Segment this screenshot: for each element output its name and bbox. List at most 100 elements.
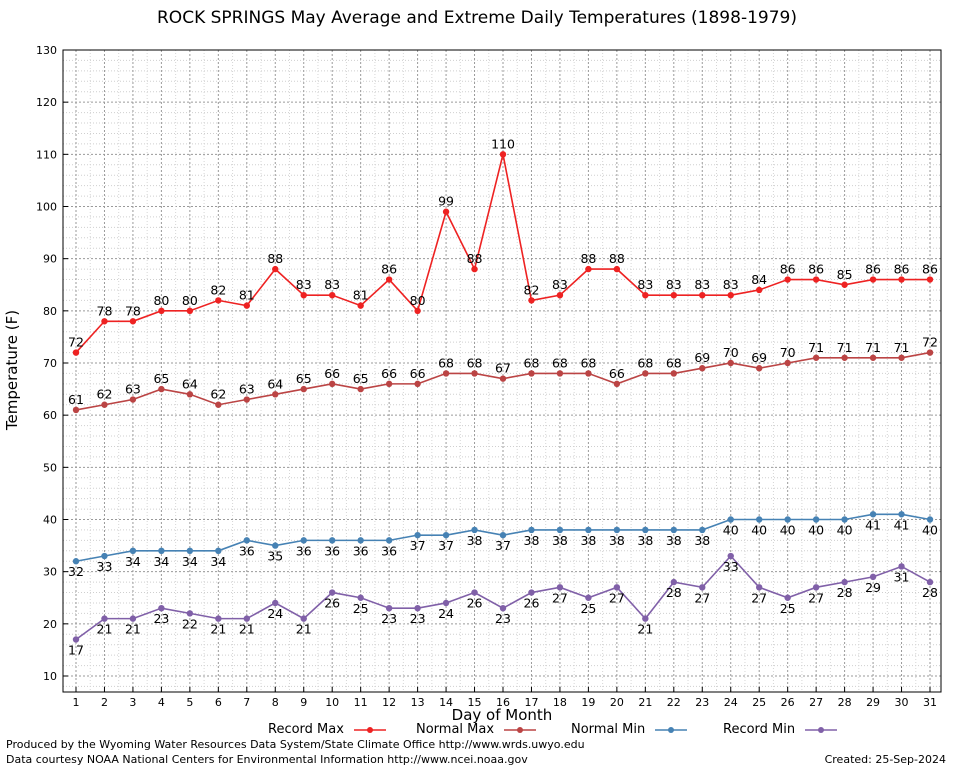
- data-label-normal-max: 68: [552, 355, 568, 370]
- data-label-record-max: 85: [837, 267, 853, 282]
- data-label-normal-min: 34: [153, 554, 169, 569]
- y-tick-label: 110: [36, 148, 57, 161]
- data-point-record-min: [357, 594, 364, 601]
- x-axis-label: Day of Month: [451, 706, 553, 724]
- data-label-record-min: 27: [751, 590, 767, 605]
- data-point-record-max: [499, 151, 507, 158]
- data-label-record-min: 21: [125, 622, 141, 637]
- data-label-normal-max: 62: [210, 387, 226, 402]
- data-point-record-min: [215, 615, 222, 622]
- data-label-record-max: 84: [751, 272, 767, 287]
- data-label-normal-min: 41: [865, 517, 881, 532]
- data-point-normal-max: [471, 370, 478, 377]
- data-label-normal-min: 32: [68, 564, 84, 579]
- data-label-normal-max: 71: [837, 340, 853, 355]
- data-label-normal-max: 67: [495, 361, 511, 376]
- data-label-normal-max: 61: [68, 392, 84, 407]
- legend-normal-max-marker: [504, 726, 537, 733]
- data-label-record-min: 21: [296, 622, 312, 637]
- data-point-record-max: [585, 265, 592, 273]
- data-label-record-min: 27: [552, 590, 568, 605]
- data-point-normal-min: [72, 558, 80, 565]
- data-point-record-min: [613, 584, 621, 591]
- data-point-record-min: [556, 584, 564, 591]
- data-label-record-max: 99: [438, 194, 454, 209]
- data-label-normal-max: 71: [865, 340, 881, 355]
- data-point-normal-min: [186, 547, 194, 554]
- data-point-normal-min: [727, 516, 734, 523]
- data-point-record-min: [329, 589, 336, 596]
- data-point-normal-min: [357, 537, 364, 544]
- data-point-normal-min: [670, 526, 677, 534]
- data-label-record-min: 24: [267, 606, 283, 621]
- data-label-normal-max: 68: [438, 355, 454, 370]
- y-tick-label: 10: [43, 670, 57, 683]
- data-label-normal-min: 40: [837, 523, 853, 538]
- data-point-record-min: [129, 615, 137, 622]
- y-tick-label: 120: [36, 96, 57, 109]
- data-point-normal-min: [613, 526, 621, 534]
- data-point-normal-min: [699, 526, 706, 534]
- data-label-normal-min: 40: [723, 523, 739, 538]
- data-label-normal-min: 37: [410, 538, 426, 553]
- data-point-normal-max: [442, 370, 450, 377]
- data-label-normal-max: 71: [808, 340, 824, 355]
- data-point-record-min: [898, 563, 905, 570]
- y-axis-label: Temperature (F): [3, 309, 21, 431]
- data-point-normal-max: [414, 380, 421, 388]
- x-tick-label: 13: [411, 696, 425, 709]
- data-label-normal-max: 66: [410, 366, 426, 381]
- data-label-normal-max: 68: [637, 355, 653, 370]
- data-point-normal-min: [898, 511, 905, 518]
- series-normal-max: 61 62 63 65 64 62 63 64 65 66 65 66 66 68 68 67 68 68 68 66…: [68, 335, 938, 414]
- data-point-normal-max: [756, 365, 763, 372]
- x-tick-label: 27: [809, 696, 823, 709]
- data-label-record-max: 81: [353, 288, 369, 303]
- data-label-record-max: 72: [68, 335, 84, 350]
- data-label-record-max: 86: [865, 262, 881, 277]
- data-label-record-min: 22: [182, 616, 198, 631]
- data-label-normal-min: 38: [552, 533, 568, 548]
- data-point-normal-max: [784, 359, 791, 367]
- data-label-normal-min: 35: [267, 549, 283, 564]
- data-point-record-max: [272, 265, 279, 273]
- data-label-normal-min: 34: [125, 554, 141, 569]
- y-tick-label: 40: [43, 514, 57, 527]
- data-point-normal-min: [556, 526, 564, 534]
- data-point-record-max: [385, 276, 393, 283]
- data-label-normal-min: 36: [381, 543, 397, 558]
- data-point-record-min: [300, 615, 307, 622]
- data-point-normal-max: [186, 391, 194, 398]
- data-point-normal-max: [357, 385, 364, 393]
- data-label-normal-max: 68: [524, 355, 540, 370]
- data-label-normal-max: 68: [467, 355, 483, 370]
- legend-record-max-marker: [353, 726, 386, 733]
- data-label-normal-max: 63: [125, 382, 141, 397]
- data-point-normal-min: [812, 516, 820, 523]
- data-label-normal-min: 36: [239, 543, 255, 558]
- data-label-record-min: 24: [438, 606, 454, 621]
- legend-record-min: Record Min: [723, 722, 841, 737]
- x-tick-label: 16: [496, 696, 510, 709]
- data-point-normal-max: [528, 370, 535, 377]
- data-point-normal-min: [442, 531, 450, 539]
- data-label-normal-max: 70: [780, 345, 796, 360]
- data-label-record-max: 81: [239, 288, 255, 303]
- data-label-record-max: 78: [97, 303, 113, 318]
- y-tick-label: 20: [43, 618, 57, 631]
- data-label-normal-min: 34: [210, 554, 226, 569]
- x-tick-label: 7: [243, 696, 250, 709]
- data-label-record-min: 27: [694, 590, 710, 605]
- data-point-record-min: [528, 589, 535, 596]
- y-tick-label: 30: [43, 566, 57, 579]
- chart-title: ROCK SPRINGS May Average and Extreme Dai…: [157, 8, 797, 28]
- data-point-record-max: [158, 307, 165, 315]
- data-point-record-min: [414, 604, 421, 612]
- data-label-normal-min: 38: [580, 533, 596, 548]
- x-tick-label: 29: [866, 696, 880, 709]
- data-label-record-max: 83: [637, 277, 653, 292]
- data-label-record-max: 86: [894, 262, 910, 277]
- y-tick-label: 60: [43, 409, 57, 422]
